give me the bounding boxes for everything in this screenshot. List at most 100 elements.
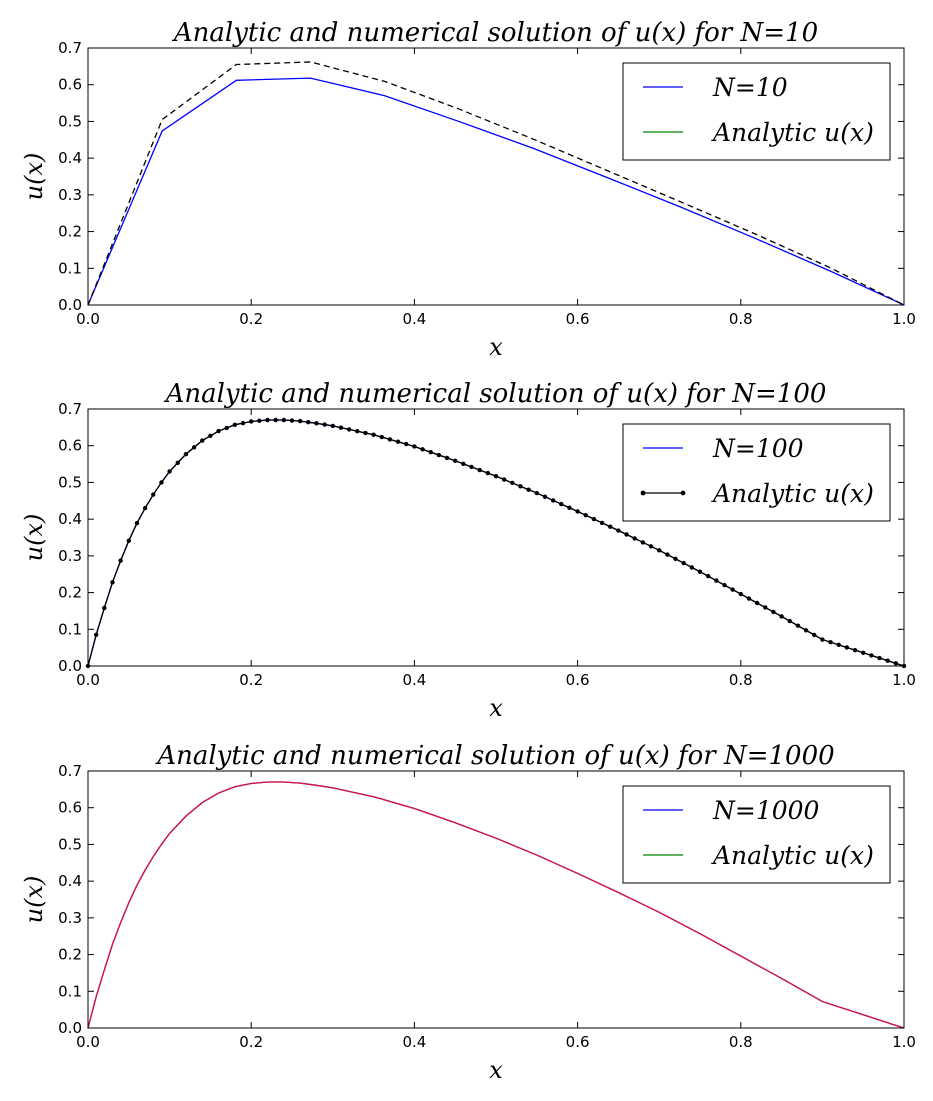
data-point bbox=[444, 455, 450, 461]
series-line-2 bbox=[87, 781, 905, 1029]
legend: N=10 Analytic u(x) bbox=[622, 62, 891, 161]
legend-box bbox=[622, 785, 891, 884]
data-point bbox=[869, 653, 874, 658]
legend-marker bbox=[640, 490, 646, 496]
legend-label: N=100 bbox=[712, 434, 804, 463]
y-tick-label: 0.3 bbox=[58, 547, 82, 565]
chart-title: Analytic and numerical solution of u(x) … bbox=[155, 741, 834, 771]
data-point bbox=[583, 513, 588, 518]
data-point bbox=[142, 505, 148, 511]
data-point bbox=[526, 487, 531, 492]
x-tick-label: 0.8 bbox=[729, 310, 753, 328]
y-tick-label: 0.0 bbox=[58, 296, 82, 314]
x-tick-label: 0.0 bbox=[76, 671, 100, 689]
data-point bbox=[510, 480, 515, 486]
data-point bbox=[624, 532, 629, 537]
data-point bbox=[485, 470, 491, 476]
data-point bbox=[493, 473, 499, 479]
x-tick-label: 1.0 bbox=[892, 671, 916, 689]
legend: N=1000 Analytic u(x) bbox=[622, 785, 891, 884]
data-point bbox=[208, 433, 213, 438]
data-point bbox=[395, 439, 401, 444]
data-point bbox=[330, 423, 335, 429]
x-axis-label: x bbox=[489, 333, 503, 361]
data-point bbox=[175, 460, 180, 465]
chart-title: Analytic and numerical solution of u(x) … bbox=[172, 18, 818, 48]
data-point bbox=[216, 428, 221, 434]
data-point bbox=[461, 461, 466, 467]
data-point bbox=[518, 484, 523, 489]
data-point bbox=[812, 632, 817, 638]
data-point bbox=[477, 467, 482, 473]
y-tick-label: 0.6 bbox=[58, 799, 82, 817]
data-point bbox=[559, 501, 564, 507]
data-point bbox=[453, 458, 458, 463]
y-tick-label: 0.6 bbox=[58, 437, 82, 455]
data-point bbox=[159, 480, 164, 485]
data-point bbox=[167, 469, 172, 474]
data-point bbox=[575, 509, 580, 514]
data-point bbox=[779, 614, 784, 619]
chart-title: Analytic and numerical solution of u(x) … bbox=[164, 379, 827, 409]
y-tick-label: 0.5 bbox=[58, 835, 82, 853]
data-point bbox=[363, 430, 368, 436]
data-point bbox=[93, 632, 99, 637]
data-point bbox=[265, 417, 270, 423]
axes-frame bbox=[87, 408, 905, 667]
y-tick-label: 0.7 bbox=[58, 39, 82, 57]
data-point bbox=[200, 438, 205, 443]
x-tick-label: 0.4 bbox=[402, 671, 426, 689]
data-point bbox=[730, 587, 735, 592]
data-point bbox=[534, 490, 539, 496]
legend-label: N=1000 bbox=[712, 796, 820, 825]
data-point bbox=[844, 645, 850, 650]
data-point bbox=[567, 505, 572, 510]
legend-box bbox=[622, 62, 891, 161]
data-point bbox=[257, 418, 262, 423]
data-point bbox=[665, 552, 670, 557]
y-axis-label: u(x) bbox=[20, 153, 48, 201]
data-point bbox=[640, 540, 646, 545]
data-point bbox=[379, 434, 384, 440]
data-point bbox=[240, 420, 246, 426]
data-point bbox=[763, 605, 768, 610]
y-axis-label: u(x) bbox=[20, 514, 48, 562]
y-tick-label: 0.3 bbox=[58, 909, 82, 927]
y-tick-label: 0.0 bbox=[58, 1019, 82, 1037]
data-point bbox=[697, 569, 703, 574]
data-point bbox=[681, 560, 686, 566]
data-point bbox=[861, 650, 866, 655]
legend-label: N=10 bbox=[712, 73, 788, 102]
y-tick-label: 0.1 bbox=[58, 620, 82, 638]
y-tick-label: 0.4 bbox=[58, 149, 82, 167]
data-point bbox=[722, 582, 727, 588]
data-point bbox=[110, 580, 115, 585]
data-point bbox=[852, 647, 858, 653]
y-tick-label: 0.6 bbox=[58, 76, 82, 94]
x-tick-label: 0.8 bbox=[729, 1033, 753, 1051]
data-point bbox=[893, 661, 899, 666]
data-point bbox=[118, 558, 123, 563]
x-tick-label: 0.4 bbox=[402, 1033, 426, 1051]
y-tick-label: 0.7 bbox=[58, 400, 82, 418]
data-point bbox=[803, 628, 809, 633]
data-point bbox=[428, 449, 433, 455]
data-point bbox=[591, 516, 597, 522]
x-tick-label: 0.6 bbox=[566, 1033, 590, 1051]
data-point bbox=[306, 420, 311, 425]
data-point bbox=[314, 421, 319, 426]
y-tick-label: 0.2 bbox=[58, 584, 82, 602]
y-tick-label: 0.0 bbox=[58, 657, 82, 675]
series-line-1 bbox=[87, 77, 905, 306]
data-point bbox=[151, 492, 156, 497]
data-point bbox=[134, 520, 140, 526]
data-point bbox=[746, 596, 752, 601]
data-point bbox=[322, 422, 327, 427]
chart-panel-3: Analytic and numerical solution of u(x) … bbox=[20, 741, 916, 1084]
data-point bbox=[705, 573, 711, 579]
data-point bbox=[599, 520, 605, 526]
x-tick-label: 0.2 bbox=[239, 671, 263, 689]
data-point bbox=[836, 642, 841, 648]
x-tick-label: 0.0 bbox=[76, 1033, 100, 1051]
